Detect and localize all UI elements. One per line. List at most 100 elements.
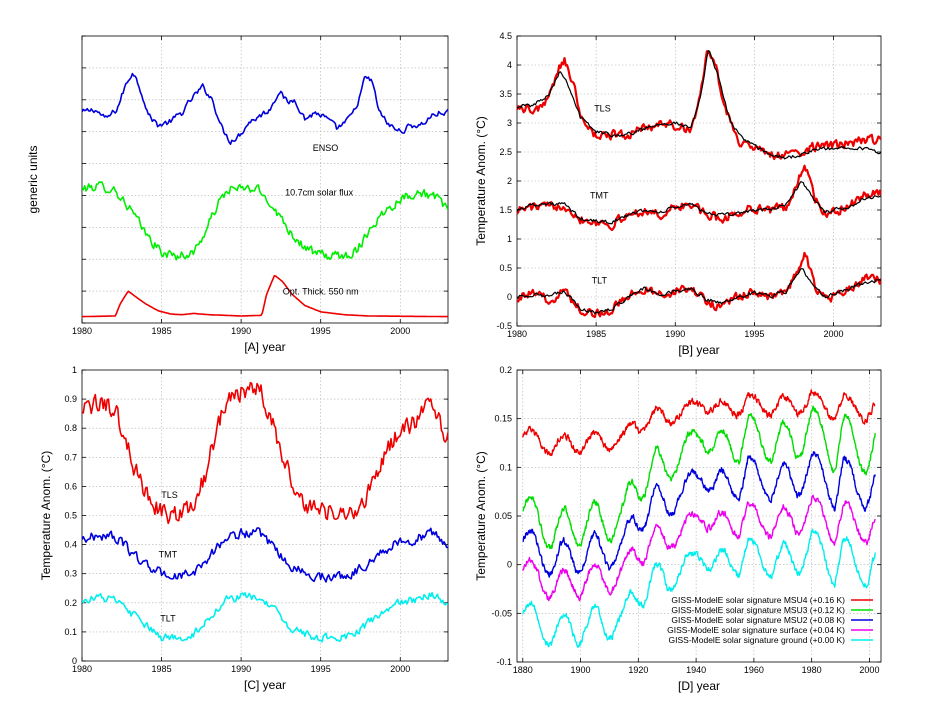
y-tick-label: 1 <box>72 365 77 375</box>
x-tick-label: 2000 <box>824 329 844 339</box>
y-tick-label: -0.05 <box>491 608 512 618</box>
x-tick-label: 1960 <box>744 665 764 675</box>
series-lines <box>82 381 448 643</box>
x-tick-label: 1985 <box>152 326 172 336</box>
panel-b-chart: 1980 1985 1990 1995 2000 -0.5 0 0.5 1 1.5 2 2.5 3 3.5… <box>474 31 882 357</box>
grid-lines <box>517 370 881 662</box>
annotation-label: TMT <box>159 550 178 560</box>
x-tick-label: 2000 <box>390 326 410 336</box>
y-tick-label: 0.8 <box>64 423 77 433</box>
y-tick-label: -0.1 <box>496 657 512 667</box>
x-tick-label: 1995 <box>744 329 764 339</box>
series-line-solar <box>82 181 448 261</box>
x-tick-label: 1980 <box>507 329 527 339</box>
y-tick-label: 0.9 <box>64 394 77 404</box>
annotation-label: TLT <box>160 614 176 624</box>
x-tick-label: 1990 <box>231 664 251 674</box>
y-tick-label: 0.3 <box>64 569 77 579</box>
series-line-tmt_obs <box>517 164 881 232</box>
x-tick-label: 1985 <box>152 664 172 674</box>
y-tick-label: 0.5 <box>499 263 512 273</box>
y-axis-label: generic units <box>26 145 40 213</box>
y-tick-label: 0 <box>507 292 512 302</box>
annotation-label: TLT <box>592 276 608 286</box>
x-axis-label: [B] year <box>678 343 719 357</box>
x-tick-label: 1985 <box>586 329 606 339</box>
legend-label: GISS-ModelE solar signature surface (+0.… <box>667 625 845 635</box>
x-tick-label: 1995 <box>311 664 331 674</box>
y-tick-label: 4 <box>507 60 512 70</box>
y-tick-label: 0.15 <box>494 414 512 424</box>
annotation-label: TLS <box>161 490 178 500</box>
y-tick-label: 0.2 <box>64 598 77 608</box>
y-tick-label: 0.2 <box>499 365 512 375</box>
grid-lines <box>82 370 448 661</box>
legend-label: GISS-ModelE solar signature MSU3 (+0.12 … <box>671 605 845 615</box>
panel-c-chart: 1980 1985 1990 1995 2000 0 0.1 0.2 0.3 0.4 0.5 0.6 0… <box>39 365 449 692</box>
y-tick-label: 0.05 <box>494 511 512 521</box>
plot-frame <box>81 35 449 324</box>
x-tick-label: 1980 <box>802 665 822 675</box>
x-tick-label: 1990 <box>665 329 685 339</box>
legend-label: GISS-ModelE solar signature MSU4 (+0.16 … <box>671 595 845 605</box>
y-axis-label: Temperature Anom. (°C) <box>39 451 53 581</box>
y-tick-label: 2.5 <box>499 147 512 157</box>
series-line-tmt <box>82 527 448 583</box>
series-lines <box>517 50 881 319</box>
y-tick-label: 2 <box>507 176 512 186</box>
x-tick-label: 1980 <box>72 664 92 674</box>
y-tick-label: 3 <box>507 118 512 128</box>
legend: GISS-ModelE solar signature MSU4 (+0.16 … <box>667 595 873 645</box>
series-lines <box>82 72 448 318</box>
series-line-tlt <box>82 592 448 643</box>
y-tick-label: 3.5 <box>499 89 512 99</box>
series-line-msu4 <box>522 389 876 457</box>
series-line-tls_obs <box>517 50 881 161</box>
grid-lines <box>517 36 881 326</box>
x-axis-label: [D] year <box>678 679 720 693</box>
series-line-msu3 <box>522 405 876 549</box>
series-line-tls_mod <box>517 50 881 160</box>
x-tick-label: 1980 <box>72 326 92 336</box>
series-line-tlt_mod <box>517 268 881 315</box>
y-tick-label: -0.5 <box>496 321 512 331</box>
x-tick-label: 1920 <box>628 665 648 675</box>
series-line-enso <box>82 72 448 145</box>
legend-label: GISS-ModelE solar signature MSU2 (+0.08 … <box>671 615 845 625</box>
y-tick-label: 0.5 <box>64 511 77 521</box>
y-axis-label: Temperature Anom. (°C) <box>474 451 488 581</box>
x-tick-label: 1940 <box>686 665 706 675</box>
x-tick-label: 2000 <box>859 665 879 675</box>
series-line-tlt_obs <box>517 251 881 319</box>
series-line-tmt_mod <box>517 181 881 225</box>
x-axis-label: [C] year <box>244 678 286 692</box>
y-tick-label: 0.7 <box>64 452 77 462</box>
series-line-surface <box>522 494 876 602</box>
series-line-ground <box>522 528 876 648</box>
y-tick-label: 0.1 <box>64 627 77 637</box>
annotation-label: ENSO <box>313 143 339 153</box>
panel-d-chart: 1880 1900 1920 1940 1960 1980 2000 -0.1 -0.05 0 0.… <box>474 365 882 693</box>
series-line-tls <box>82 381 448 525</box>
y-tick-label: 0 <box>507 560 512 570</box>
annotation-label: Opt. Thick. 550 nm <box>283 286 359 296</box>
legend-label: GISS-ModelE solar signature ground (+0.0… <box>669 635 846 645</box>
x-tick-label: 1880 <box>513 665 533 675</box>
x-tick-label: 1995 <box>311 326 331 336</box>
series-lines <box>522 389 876 648</box>
panel-a-chart: 1980 1985 1990 1995 2000 [A] year generic unit… <box>26 35 449 354</box>
annotation-label: TLS <box>594 103 611 113</box>
x-axis-label: [A] year <box>244 340 285 354</box>
y-tick-label: 0.6 <box>64 481 77 491</box>
y-tick-label: 1.5 <box>499 205 512 215</box>
y-tick-label: 0 <box>72 656 77 666</box>
series-line-opt <box>82 275 448 318</box>
y-tick-label: 1 <box>507 234 512 244</box>
annotation-label: 10.7cm solar flux <box>285 187 354 197</box>
x-tick-label: 1900 <box>571 665 591 675</box>
y-tick-label: 4.5 <box>499 31 512 41</box>
y-tick-label: 0.4 <box>64 540 77 550</box>
series-line-msu2 <box>522 451 876 578</box>
x-tick-label: 1990 <box>231 326 251 336</box>
